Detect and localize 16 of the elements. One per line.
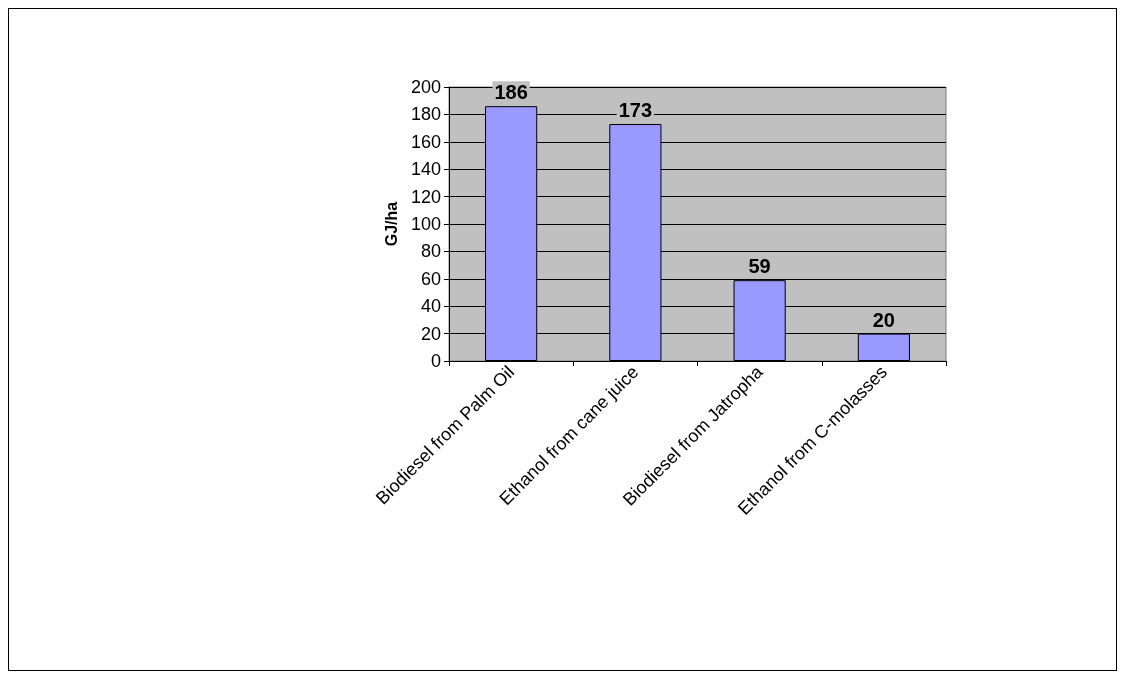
y-axis-title: GJ/ha (382, 201, 400, 247)
y-tick-label: 120 (410, 186, 441, 207)
y-tick-label: 80 (420, 241, 441, 262)
y-tick-label: 140 (410, 159, 441, 180)
y-tick-label: 0 (430, 351, 441, 371)
y-tick-label: 160 (410, 131, 441, 152)
data-label: 173 (618, 98, 653, 121)
y-tick-label: 180 (410, 104, 441, 125)
data-label: 20 (872, 308, 895, 331)
y-tick-label: 40 (420, 296, 441, 317)
y-tick-label: 60 (420, 268, 441, 289)
y-tick-label: 100 (410, 214, 441, 234)
y-tick-label: 20 (420, 323, 441, 344)
y-tick-label: 200 (410, 77, 441, 97)
data-label: 59 (748, 255, 771, 278)
data-label: 186 (494, 81, 528, 104)
